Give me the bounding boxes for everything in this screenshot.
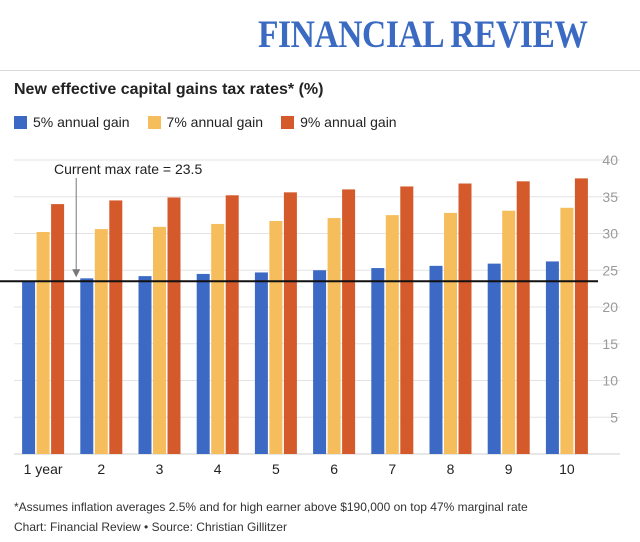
- x-category-label: 6: [330, 461, 338, 477]
- bar-9pct: [458, 183, 472, 454]
- legend-label-7pct: 7% annual gain: [166, 114, 264, 130]
- x-category-label: 10: [559, 461, 575, 477]
- legend-swatch-5pct: [14, 115, 27, 129]
- bar-9pct: [400, 186, 414, 454]
- bar-5pct: [80, 278, 94, 454]
- bar-9pct: [283, 192, 297, 454]
- bar-7pct: [502, 210, 516, 454]
- legend-item-7pct: 7% annual gain: [147, 114, 264, 130]
- legend-label-5pct: 5% annual gain: [33, 114, 130, 130]
- chart-legend: 5% annual gain 7% annual gain 9% annual …: [14, 114, 397, 130]
- y-tick-label: 40: [602, 152, 618, 168]
- x-category-label: 2: [97, 461, 105, 477]
- bar-9pct: [167, 197, 181, 455]
- y-tick-label: 20: [602, 299, 618, 315]
- bar-5pct: [196, 273, 210, 454]
- footnote: *Assumes inflation averages 2.5% and for…: [14, 500, 528, 514]
- y-tick-label: 5: [610, 409, 618, 425]
- masthead-logo: FINANCIAL REVIEW: [258, 13, 588, 56]
- bar-9pct: [342, 189, 356, 454]
- y-tick-label: 35: [602, 189, 618, 205]
- y-tick-label: 10: [602, 373, 618, 389]
- bar-5pct: [429, 265, 443, 454]
- x-category-label: 5: [272, 461, 280, 477]
- bar-5pct: [487, 263, 501, 454]
- bar-9pct: [109, 200, 123, 454]
- bar-5pct: [545, 261, 559, 454]
- credit-line: Chart: Financial Review • Source: Christ…: [14, 520, 287, 534]
- y-tick-label: 25: [602, 262, 618, 278]
- bar-9pct: [574, 178, 588, 454]
- header-divider: [0, 70, 640, 71]
- bar-7pct: [327, 218, 341, 454]
- bar-5pct: [254, 272, 268, 454]
- reference-line-label: Current max rate = 23.5: [54, 161, 202, 177]
- bar-7pct: [94, 229, 108, 454]
- x-category-label: 3: [156, 461, 164, 477]
- legend-item-5pct: 5% annual gain: [14, 114, 130, 130]
- legend-item-9pct: 9% annual gain: [281, 114, 397, 130]
- bar-9pct: [51, 204, 65, 454]
- bar-7pct: [211, 223, 225, 454]
- x-category-label: 4: [214, 461, 222, 477]
- x-category-label: 8: [447, 461, 455, 477]
- x-axis-categories: 1 year 2 3 4 5 6 7 8 9 10: [24, 461, 575, 477]
- bar-5pct: [313, 270, 327, 454]
- bar-7pct: [385, 215, 399, 454]
- legend-swatch-9pct: [281, 115, 295, 129]
- y-axis-ticks: 5 10 15 20 25 30 35 40: [602, 152, 618, 425]
- legend-swatch-7pct: [147, 115, 161, 129]
- bar-7pct: [444, 212, 457, 454]
- bar-5pct: [138, 276, 152, 454]
- bars-group: [22, 178, 588, 455]
- legend-label-9pct: 9% annual gain: [300, 114, 397, 130]
- bar-7pct: [153, 226, 166, 454]
- bar-5pct: [371, 268, 385, 454]
- y-tick-label: 15: [602, 336, 618, 352]
- x-category-label: 7: [388, 461, 396, 477]
- reference-line-group: Current max rate = 23.5: [0, 161, 598, 283]
- bar-7pct: [560, 207, 574, 454]
- bar-7pct: [269, 221, 283, 454]
- y-tick-label: 30: [602, 226, 618, 242]
- bar-7pct: [36, 232, 50, 454]
- annotation-arrow-head: [72, 269, 81, 278]
- x-category-label: 1 year: [24, 461, 63, 477]
- bar-9pct: [516, 181, 530, 454]
- chart-title: New effective capital gains tax rates* (…: [14, 81, 324, 98]
- bar-5pct: [22, 280, 36, 454]
- x-category-label: 9: [505, 461, 513, 477]
- bar-9pct: [225, 195, 239, 454]
